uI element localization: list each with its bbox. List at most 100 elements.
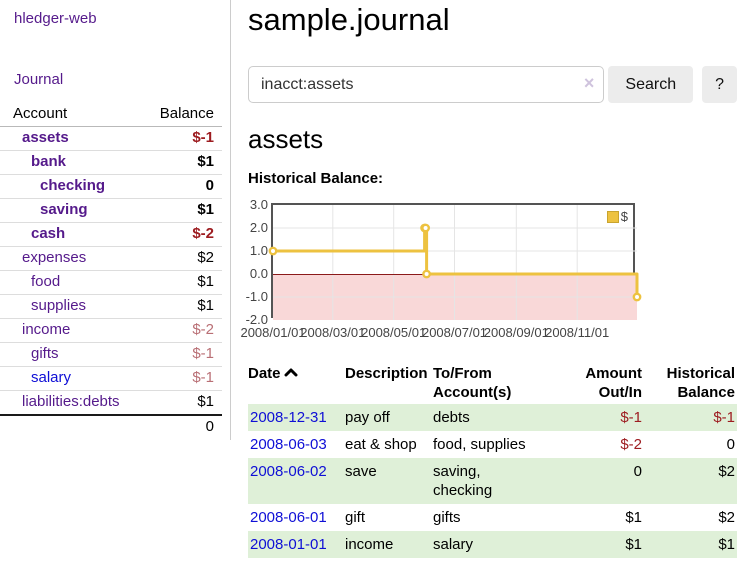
chart-title: Historical Balance: [248, 170, 384, 187]
account-row: food $1 [0, 270, 222, 295]
search-form: × Search ? [248, 66, 737, 103]
transactions-header-description: Description [345, 365, 428, 382]
x-tick-label: 2008/05/01 [361, 325, 427, 340]
search-input[interactable] [248, 66, 605, 103]
account-row: saving $1 [0, 198, 222, 223]
account-link[interactable]: food [31, 273, 61, 290]
account-link[interactable]: assets [22, 129, 69, 146]
series-swatch-icon [606, 210, 619, 223]
transaction-amount: $-2 [620, 436, 642, 453]
transaction-amount: 0 [633, 463, 642, 480]
search-button[interactable]: Search [608, 66, 694, 103]
transactions-header-accounts: To/From Account(s) [433, 365, 512, 401]
x-tick-label: 2008/09/01 [483, 325, 549, 340]
transaction-date-link[interactable]: 2008-06-02 [250, 463, 327, 480]
account-link[interactable]: cash [31, 225, 66, 242]
transaction-accounts: gifts [433, 509, 461, 526]
accounts-table: Account Balance assets $-1 bank $1 check… [0, 102, 222, 439]
y-tick-label: 3.0 [249, 197, 268, 212]
account-row: gifts $-1 [0, 342, 222, 367]
transactions-header-date[interactable]: Date [248, 362, 345, 404]
transaction-description: gift [345, 509, 366, 526]
transaction-date-link[interactable]: 2008-12-31 [250, 409, 327, 426]
transaction-balance: $2 [718, 509, 735, 526]
account-link[interactable]: income [22, 321, 71, 338]
account-row: checking 0 [0, 174, 222, 199]
transaction-description: income [345, 536, 394, 553]
date-header-label: Date [248, 365, 281, 382]
account-link[interactable]: saving [40, 201, 88, 218]
account-link[interactable]: liabilities:debts [22, 393, 120, 410]
transaction-balance: $-1 [713, 409, 735, 426]
account-balance: $2 [146, 246, 222, 271]
transaction-amount: $-1 [620, 409, 642, 426]
transaction-row: 2008-12-31 pay off debts $-1 $-1 [248, 404, 737, 431]
transaction-balance: $2 [718, 463, 735, 480]
transaction-balance: $1 [718, 536, 735, 553]
account-link[interactable]: supplies [31, 297, 87, 314]
accounts-total-spacer [0, 414, 146, 439]
transactions-body: 2008-12-31 pay off debts $-1 $-1 2008-06… [248, 404, 737, 558]
chart-plot-area: $ [268, 203, 642, 320]
account-link[interactable]: expenses [22, 249, 87, 266]
transaction-date-link[interactable]: 2008-06-03 [250, 436, 327, 453]
sort-ascending-icon [284, 368, 298, 377]
account-link[interactable]: bank [31, 153, 67, 170]
account-row: income $-2 [0, 318, 222, 343]
account-link[interactable]: gifts [31, 345, 59, 362]
account-row: bank $1 [0, 150, 222, 175]
y-tick-label: -2.0 [245, 312, 268, 327]
transaction-date-link[interactable]: 2008-06-01 [250, 509, 327, 526]
account-balance: $1 [146, 390, 222, 416]
accounts-total-value: 0 [146, 414, 222, 439]
page-title: sample.journal [248, 2, 450, 37]
transactions-table: Date Description To/From Account(s) Amou… [248, 362, 737, 558]
app-brand-link[interactable]: hledger-web [14, 10, 97, 27]
transaction-row: 2008-06-03 eat & shop food, supplies $-2… [248, 431, 737, 458]
account-row: supplies $1 [0, 294, 222, 319]
account-heading: assets [248, 124, 324, 154]
account-row: assets $-1 [0, 126, 222, 151]
sidebar: hledger-web Journal Account Balance asse… [0, 0, 231, 440]
y-tick-label: 2.0 [249, 220, 268, 235]
account-balance: $1 [146, 270, 222, 295]
transaction-accounts: debts [433, 409, 470, 426]
y-tick-label: 1.0 [249, 243, 268, 258]
transactions-header-amount: Amount Out/In [585, 365, 642, 401]
search-box: × [248, 66, 605, 103]
sidebar-item-journal[interactable]: Journal [14, 71, 64, 88]
account-row: cash $-2 [0, 222, 222, 247]
x-tick-label: 2008/01/01 [240, 325, 306, 340]
account-balance: $-1 [146, 366, 222, 391]
help-button[interactable]: ? [702, 66, 737, 103]
accounts-table-body: assets $-1 bank $1 checking 0 saving $1 … [0, 126, 222, 416]
x-tick-label: 2008/07/01 [421, 325, 488, 340]
transaction-accounts: salary [433, 536, 474, 553]
account-balance: $-1 [146, 126, 222, 151]
account-balance: $1 [146, 198, 222, 223]
transaction-date-link[interactable]: 2008-01-01 [250, 536, 327, 553]
transaction-row: 2008-06-01 gift gifts $1 $2 [248, 504, 737, 531]
clear-search-icon[interactable]: × [583, 73, 595, 93]
account-row: salary $-1 [0, 366, 222, 391]
transaction-amount: $1 [625, 536, 642, 553]
transaction-amount: $1 [625, 509, 642, 526]
account-link[interactable]: salary [31, 369, 72, 386]
x-tick-label: 2008/11/01 [545, 325, 610, 340]
transaction-description: pay off [345, 409, 390, 426]
chart-y-axis: 3.0 2.0 1.0 0.0 -1.0 -2.0 [245, 196, 268, 327]
account-balance: $-2 [146, 318, 222, 343]
transactions-header-balance: Historical Balance [666, 365, 735, 401]
series-label: $ [620, 209, 628, 224]
account-link[interactable]: checking [40, 177, 106, 194]
account-balance: $1 [146, 294, 222, 319]
y-tick-label: 0.0 [249, 266, 268, 281]
accounts-header-row: Account Balance [0, 102, 222, 127]
transaction-row: 2008-01-01 income salary $1 $1 [248, 531, 737, 558]
account-balance: $-1 [146, 342, 222, 367]
transaction-balance: 0 [726, 436, 735, 453]
transaction-row: 2008-06-02 save saving, checking 0 $2 [248, 458, 737, 504]
main-content: sample.journal × Search ? assets Histori… [240, 0, 737, 558]
y-tick-label: -1.0 [245, 289, 268, 304]
account-balance: $-2 [146, 222, 222, 247]
